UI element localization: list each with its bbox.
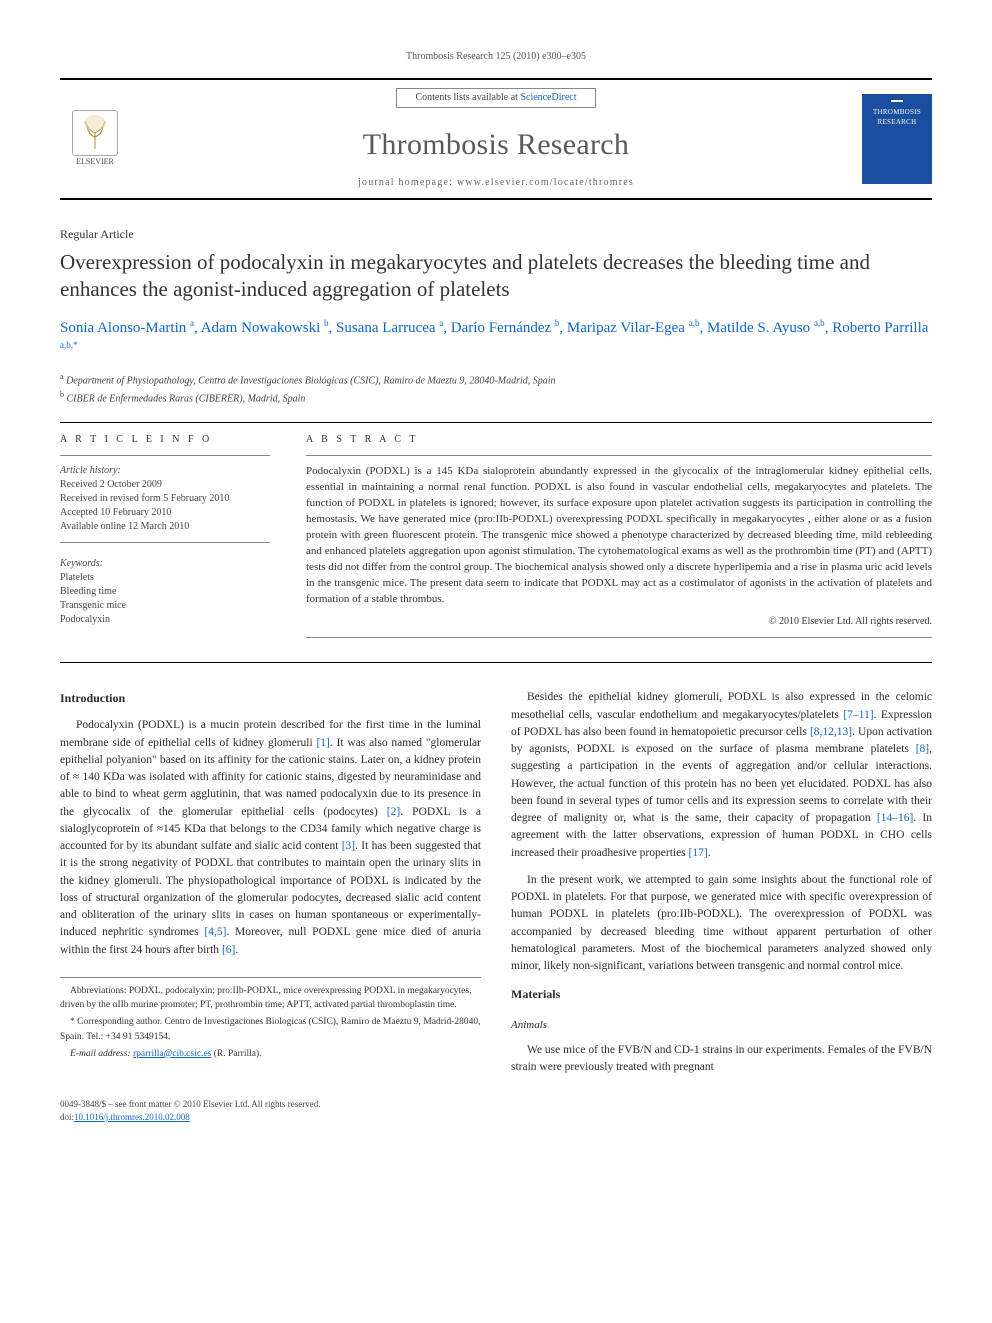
citation-ref[interactable]: [14–16] xyxy=(877,812,913,824)
keyword: Platelets xyxy=(60,571,270,585)
abbreviations-footnote: Abbreviations: PODXL, podocalyxin; proːI… xyxy=(60,984,481,1013)
thin-rule xyxy=(60,542,270,543)
front-matter-line: 0049-3848/$ – see front matter © 2010 El… xyxy=(60,1098,321,1111)
thin-rule xyxy=(60,455,270,456)
doi-prefix: doi: xyxy=(60,1112,74,1122)
article-title: Overexpression of podocalyxin in megakar… xyxy=(60,249,932,304)
abstract-head: A B S T R A C T xyxy=(306,433,932,447)
keyword: Transgenic mice xyxy=(60,599,270,613)
sciencedirect-link[interactable]: ScienceDirect xyxy=(520,92,576,103)
journal-name: Thrombosis Research xyxy=(144,124,848,166)
contents-prefix: Contents lists available at xyxy=(415,92,520,103)
thin-rule xyxy=(306,637,932,638)
citation-ref[interactable]: [8] xyxy=(916,743,929,755)
doi-line: doi:10.1016/j.thromres.2010.02.008 xyxy=(60,1111,321,1124)
materials-head: Materials xyxy=(511,985,932,1003)
journal-cover-thumb: THROMBOSIS RESEARCH xyxy=(862,94,932,184)
history-lines: Received 2 October 2009Received in revis… xyxy=(60,478,270,534)
citation-ref[interactable]: [8,12,13] xyxy=(810,726,852,738)
thin-rule xyxy=(306,455,932,456)
homepage-prefix: journal homepage: xyxy=(358,177,457,188)
animals-para: We use mice of the FVB/N and CD-1 strain… xyxy=(511,1042,932,1077)
masthead-center: Contents lists available at ScienceDirec… xyxy=(144,88,848,190)
footer-left: 0049-3848/$ – see front matter © 2010 El… xyxy=(60,1098,321,1123)
elsevier-text: ELSEVIER xyxy=(76,156,114,167)
footnotes: Abbreviations: PODXL, podocalyxin; proːI… xyxy=(60,977,481,1061)
elsevier-tree-icon xyxy=(72,110,118,156)
email-suffix: (R. Parrilla). xyxy=(211,1049,261,1059)
citation-ref[interactable]: [1] xyxy=(316,737,329,749)
intro-para-1: Podocalyxin (PODXL) is a mucin protein d… xyxy=(60,717,481,959)
cover-title: THROMBOSIS RESEARCH xyxy=(866,108,928,128)
intro-para-3: In the present work, we attempted to gai… xyxy=(511,872,932,976)
keyword: Bleeding time xyxy=(60,585,270,599)
email-link[interactable]: rparrilla@cib.csic.es xyxy=(133,1049,211,1059)
affiliations: a Department of Physiopathology, Centro … xyxy=(60,371,932,406)
history-line: Received in revised form 5 February 2010 xyxy=(60,492,270,506)
history-line: Available online 12 March 2010 xyxy=(60,520,270,534)
article-info-head: A R T I C L E I N F O xyxy=(60,433,270,447)
section-rule xyxy=(60,422,932,423)
copyright-line: © 2010 Elsevier Ltd. All rights reserved… xyxy=(306,615,932,629)
keywords-label: Keywords: xyxy=(60,557,270,571)
body-columns: Introduction Podocalyxin (PODXL) is a mu… xyxy=(60,689,932,1076)
page-footer: 0049-3848/$ – see front matter © 2010 El… xyxy=(60,1098,932,1123)
keywords-list: PlateletsBleeding timeTransgenic micePod… xyxy=(60,571,270,627)
affiliation: b CIBER de Enfermedades Raras (CIBERER),… xyxy=(60,389,932,406)
email-label: E-mail address: xyxy=(70,1049,133,1059)
contents-available: Contents lists available at ScienceDirec… xyxy=(396,88,595,108)
section-rule xyxy=(60,662,932,663)
running-head: Thrombosis Research 125 (2010) e300–e305 xyxy=(60,50,932,64)
author: Darío Fernández b xyxy=(451,320,560,336)
page: Thrombosis Research 125 (2010) e300–e305… xyxy=(0,0,992,1164)
authors-list: Sonia Alonso-Martin a, Adam Nowakowski b… xyxy=(60,317,932,361)
elsevier-logo: ELSEVIER xyxy=(60,104,130,174)
citation-ref[interactable]: [4,5] xyxy=(204,926,226,938)
citation-ref[interactable]: [6] xyxy=(222,944,235,956)
email-footnote: E-mail address: rparrilla@cib.csic.es (R… xyxy=(60,1047,481,1061)
author: Susana Larrucea a xyxy=(336,320,443,336)
homepage-url[interactable]: www.elsevier.com/locate/thromres xyxy=(457,177,634,188)
author: Maripaz Vilar-Egea a,b xyxy=(567,320,700,336)
corresponding-author-footnote: * Corresponding author. Centro de Invest… xyxy=(60,1015,481,1044)
journal-homepage: journal homepage: www.elsevier.com/locat… xyxy=(144,176,848,190)
history-line: Accepted 10 February 2010 xyxy=(60,506,270,520)
citation-ref[interactable]: [3] xyxy=(342,840,355,852)
article-meta-row: A R T I C L E I N F O Article history: R… xyxy=(60,433,932,646)
article-info: A R T I C L E I N F O Article history: R… xyxy=(60,433,270,646)
citation-ref[interactable]: [17] xyxy=(689,847,708,859)
citation-ref[interactable]: [2] xyxy=(387,806,400,818)
keyword: Podocalyxin xyxy=(60,613,270,627)
abstract-text: Podocalyxin (PODXL) is a 145 KDa sialopr… xyxy=(306,464,932,607)
history-line: Received 2 October 2009 xyxy=(60,478,270,492)
intro-para-2: Besides the epithelial kidney glomeruli,… xyxy=(511,689,932,862)
abstract-block: A B S T R A C T Podocalyxin (PODXL) is a… xyxy=(306,433,932,646)
citation-ref[interactable]: [7–11] xyxy=(843,709,873,721)
article-type: Regular Article xyxy=(60,226,932,243)
cover-stripe-icon xyxy=(891,100,903,102)
author: Sonia Alonso-Martin a xyxy=(60,320,194,336)
history-label: Article history: xyxy=(60,464,270,478)
affiliation: a Department of Physiopathology, Centro … xyxy=(60,371,932,388)
animals-subhead: Animals xyxy=(511,1017,932,1034)
masthead: ELSEVIER Contents lists available at Sci… xyxy=(60,78,932,200)
introduction-head: Introduction xyxy=(60,689,481,707)
author: Matilde S. Ayuso a,b xyxy=(707,320,825,336)
author: Adam Nowakowski b xyxy=(201,320,329,336)
doi-link[interactable]: 10.1016/j.thromres.2010.02.008 xyxy=(74,1112,190,1122)
